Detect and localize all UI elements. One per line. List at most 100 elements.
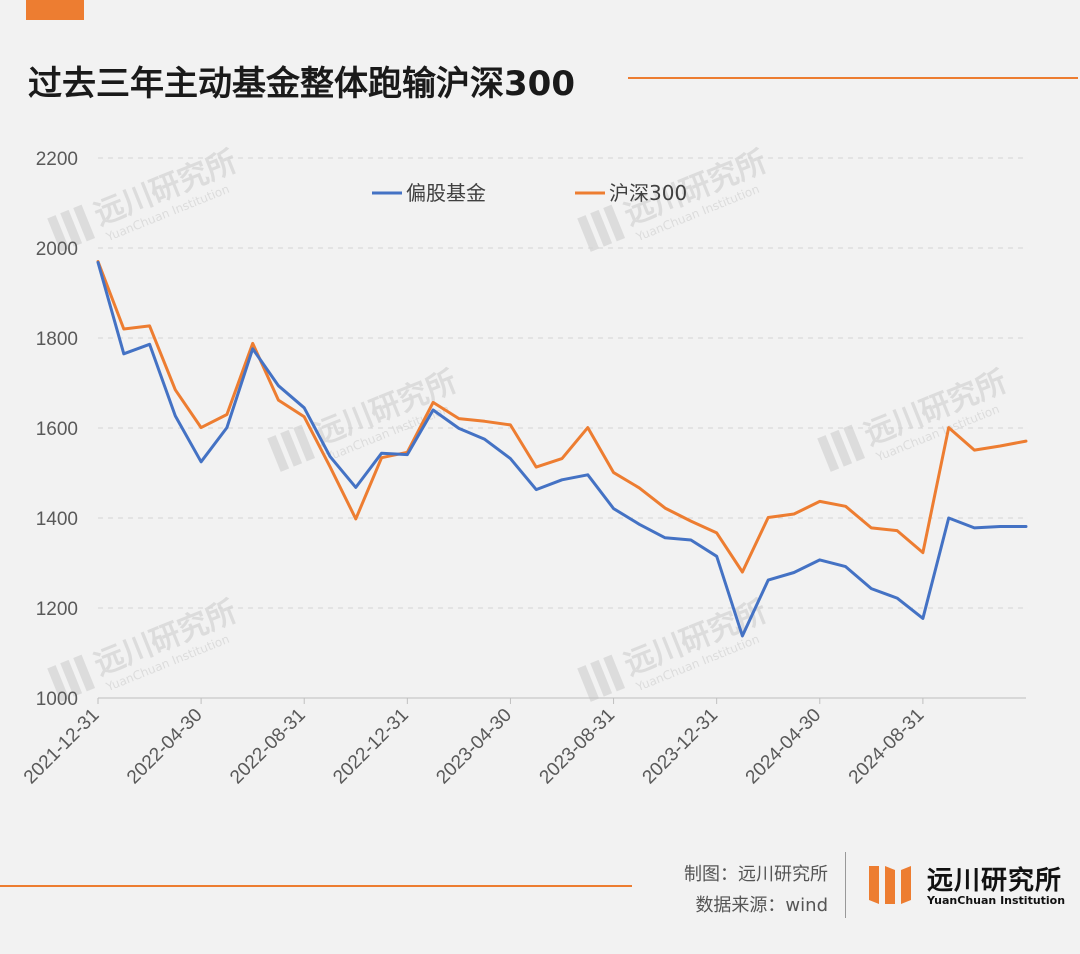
data-point: [458, 427, 460, 430]
y-tick-label: 1400: [36, 509, 78, 530]
data-point: [715, 555, 718, 558]
data-point: [483, 438, 486, 441]
y-tick-label: 1800: [36, 329, 78, 350]
x-tick-label: 2022-12-31: [329, 705, 413, 789]
data-point: [612, 507, 615, 510]
data-point: [767, 579, 770, 581]
data-point: [741, 571, 744, 573]
x-tick-label: 2024-08-31: [845, 705, 929, 789]
y-tick-label: 2000: [36, 239, 78, 260]
data-point: [922, 551, 924, 554]
data-point: [896, 597, 898, 599]
brand-name: 远川研究所: [927, 866, 1063, 896]
x-tick-label: 2023-08-31: [536, 705, 620, 789]
y-tick-label: 2200: [36, 149, 78, 170]
data-point: [354, 486, 357, 489]
title-rule: [628, 77, 1078, 79]
bottom-rule: [0, 885, 632, 887]
data-point: [973, 527, 976, 529]
data-point: [638, 487, 641, 489]
data-point: [148, 343, 151, 346]
x-tick-label: 2024-04-30: [742, 705, 826, 789]
y-tick-label: 1200: [36, 599, 78, 620]
data-point: [1025, 440, 1027, 442]
brand-stripes-icon: [869, 866, 911, 904]
data-point: [458, 417, 460, 420]
data-point: [535, 488, 538, 491]
data-point: [664, 507, 666, 509]
top-accent-tab: [26, 0, 84, 20]
data-point: [329, 455, 331, 458]
page-title: 过去三年主动基金整体跑输沪深300: [28, 64, 575, 104]
data-point: [329, 465, 331, 468]
data-point: [947, 517, 950, 519]
data-point: [406, 453, 409, 456]
data-point: [793, 571, 795, 574]
legend-label: 偏股基金: [406, 181, 486, 205]
x-tick-label: 2022-04-30: [123, 705, 207, 789]
data-point: [97, 261, 99, 264]
x-tick-label: 2023-12-31: [639, 705, 723, 789]
data-point: [483, 420, 486, 423]
chart-series: [96, 260, 1028, 638]
data-point: [509, 457, 512, 460]
data-point: [432, 409, 434, 411]
data-point: [122, 352, 125, 355]
data-point: [509, 424, 512, 426]
data-point: [432, 401, 434, 404]
data-point: [690, 520, 692, 522]
data-point: [844, 565, 847, 568]
x-tick-label: 2022-08-31: [226, 705, 310, 789]
y-tick-label: 1000: [36, 689, 78, 710]
y-axis: 1000 1200 1400 1600 1800 2000 2200: [36, 149, 78, 710]
source-label: 数据来源：wind: [695, 895, 828, 916]
data-point: [664, 537, 666, 539]
data-point: [277, 384, 280, 387]
data-point: [818, 500, 821, 503]
data-point: [251, 348, 254, 350]
chart-grid: [98, 157, 1026, 699]
data-point: [690, 539, 692, 541]
data-point: [354, 518, 357, 520]
data-point: [303, 415, 306, 418]
data-point: [561, 457, 563, 460]
data-point: [303, 406, 306, 409]
credit-label: 制图：远川研究所: [684, 864, 828, 885]
data-point: [870, 587, 873, 590]
data-point: [999, 445, 1002, 447]
data-point: [200, 426, 202, 429]
data-point: [226, 413, 228, 416]
data-point: [586, 474, 589, 476]
data-point: [226, 426, 228, 429]
data-point: [999, 525, 1002, 528]
x-tick-label: 2021-12-31: [20, 705, 104, 789]
data-point: [586, 426, 589, 429]
data-point: [844, 505, 847, 508]
data-point: [174, 415, 177, 417]
y-tick-label: 1600: [36, 419, 78, 440]
data-point: [715, 532, 718, 534]
x-axis: 2021-12-31 2022-04-30 2022-08-31 2022-12-31…: [20, 698, 928, 788]
data-point: [741, 635, 744, 637]
credits-divider: [845, 852, 846, 918]
data-point: [973, 449, 976, 451]
chart-legend: 偏股基金 沪深300: [372, 181, 687, 205]
credits: 制图：远川研究所 数据来源：wind: [684, 859, 828, 921]
data-point: [922, 617, 924, 620]
data-point: [535, 466, 538, 468]
data-point: [767, 516, 770, 519]
data-point: [793, 513, 795, 515]
data-point: [380, 452, 383, 455]
data-point: [638, 523, 641, 526]
data-point: [870, 527, 873, 529]
data-point: [1025, 525, 1027, 528]
data-point: [174, 388, 177, 391]
data-point: [612, 471, 615, 474]
data-point: [251, 342, 254, 345]
data-point: [200, 460, 202, 463]
legend-label: 沪深300: [609, 181, 687, 205]
